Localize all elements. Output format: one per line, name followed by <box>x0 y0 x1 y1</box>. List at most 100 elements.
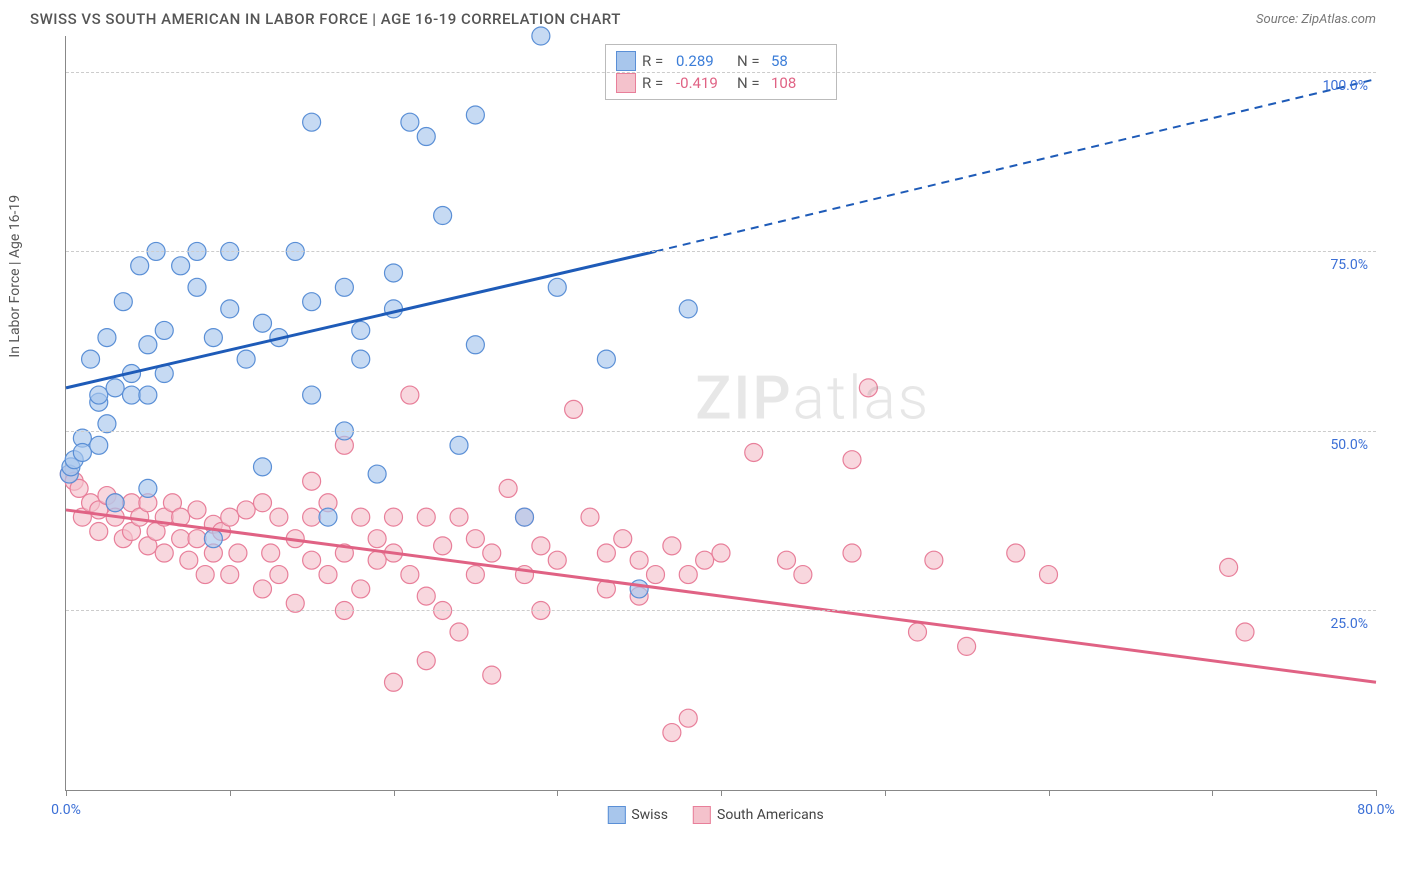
scatter-point <box>188 278 206 296</box>
x-tick <box>885 790 886 796</box>
scatter-point <box>303 386 321 404</box>
scatter-point <box>925 551 943 569</box>
scatter-point <box>262 544 280 562</box>
scatter-point <box>712 544 730 562</box>
source-attribution: Source: ZipAtlas.com <box>1256 12 1376 27</box>
scatter-point <box>1040 566 1058 584</box>
scatter-point <box>417 652 435 670</box>
scatter-point <box>581 508 599 526</box>
scatter-point <box>303 113 321 131</box>
x-tick-label: 80.0% <box>1357 802 1395 818</box>
scatter-point <box>679 709 697 727</box>
scatter-point <box>270 566 288 584</box>
scatter-point <box>466 106 484 124</box>
stats-r-value: -0.419 <box>676 74 731 92</box>
scatter-point <box>270 508 288 526</box>
scatter-point <box>303 551 321 569</box>
scatter-point <box>614 530 632 548</box>
scatter-point <box>483 666 501 684</box>
chart-container: In Labor Force | Age 16-19 R =0.289N =58… <box>55 36 1376 826</box>
x-tick <box>721 790 722 796</box>
scatter-point <box>385 673 403 691</box>
scatter-point <box>499 479 517 497</box>
stats-n-value: 108 <box>771 74 826 92</box>
scatter-point <box>778 551 796 569</box>
stats-n-label: N = <box>737 52 765 70</box>
gridline <box>66 72 1376 73</box>
scatter-point <box>303 508 321 526</box>
gridline <box>66 251 1376 252</box>
scatter-point <box>663 537 681 555</box>
x-tick <box>1049 790 1050 796</box>
scatter-point <box>368 465 386 483</box>
scatter-point <box>466 566 484 584</box>
scatter-point <box>434 207 452 225</box>
scatter-point <box>1007 544 1025 562</box>
scatter-point <box>204 530 222 548</box>
scatter-point <box>172 530 190 548</box>
scatter-point <box>90 436 108 454</box>
scatter-point <box>303 293 321 311</box>
scatter-point <box>417 587 435 605</box>
x-tick <box>1376 790 1377 796</box>
scatter-point <box>450 623 468 641</box>
scatter-point <box>319 508 337 526</box>
scatter-point <box>843 451 861 469</box>
gridline <box>66 610 1376 611</box>
scatter-point <box>254 580 272 598</box>
scatter-point <box>90 522 108 540</box>
scatter-point <box>123 386 141 404</box>
scatter-point <box>204 329 222 347</box>
header-bar: SWISS VS SOUTH AMERICAN IN LABOR FORCE |… <box>0 0 1406 36</box>
legend-item: South Americans <box>693 806 824 824</box>
scatter-point <box>254 314 272 332</box>
scatter-point <box>417 128 435 146</box>
scatter-point <box>597 544 615 562</box>
x-tick <box>394 790 395 796</box>
scatter-point <box>155 321 173 339</box>
scatter-point <box>221 508 239 526</box>
scatter-point <box>597 350 615 368</box>
x-tick <box>230 790 231 796</box>
legend-label: South Americans <box>717 807 824 823</box>
scatter-point <box>679 300 697 318</box>
stats-r-label: R = <box>642 52 670 70</box>
scatter-point <box>548 551 566 569</box>
scatter-point <box>532 537 550 555</box>
scatter-point <box>352 350 370 368</box>
legend-swatch <box>693 806 711 824</box>
scatter-point <box>352 321 370 339</box>
scatter-point <box>1220 558 1238 576</box>
scatter-point <box>237 350 255 368</box>
scatter-point <box>352 580 370 598</box>
legend-item: Swiss <box>607 806 668 824</box>
stats-swatch <box>616 51 636 71</box>
stats-n-value: 58 <box>771 52 826 70</box>
scatter-point <box>319 566 337 584</box>
scatter-point <box>196 566 214 584</box>
scatter-point <box>630 580 648 598</box>
chart-title: SWISS VS SOUTH AMERICAN IN LABOR FORCE |… <box>30 10 621 28</box>
scatter-point <box>139 336 157 354</box>
scatter-point <box>532 27 550 45</box>
x-tick <box>557 790 558 796</box>
scatter-point <box>98 329 116 347</box>
scatter-point <box>434 537 452 555</box>
y-tick-label: 100.0% <box>1323 78 1368 94</box>
scatter-point <box>352 508 370 526</box>
scatter-point <box>221 566 239 584</box>
plot-area: R =0.289N =58R =-0.419N =108 ZIPatlas 25… <box>65 36 1376 791</box>
scatter-point <box>565 400 583 418</box>
y-tick-label: 25.0% <box>1330 616 1368 632</box>
scatter-point <box>368 551 386 569</box>
scatter-point <box>843 544 861 562</box>
stats-n-label: N = <box>737 74 765 92</box>
scatter-point <box>237 501 255 519</box>
scatter-point <box>663 724 681 742</box>
scatter-point <box>254 494 272 512</box>
scatter-point <box>139 479 157 497</box>
legend-swatch <box>607 806 625 824</box>
stats-swatch <box>616 73 636 93</box>
scatter-point <box>466 336 484 354</box>
scatter-point <box>401 386 419 404</box>
